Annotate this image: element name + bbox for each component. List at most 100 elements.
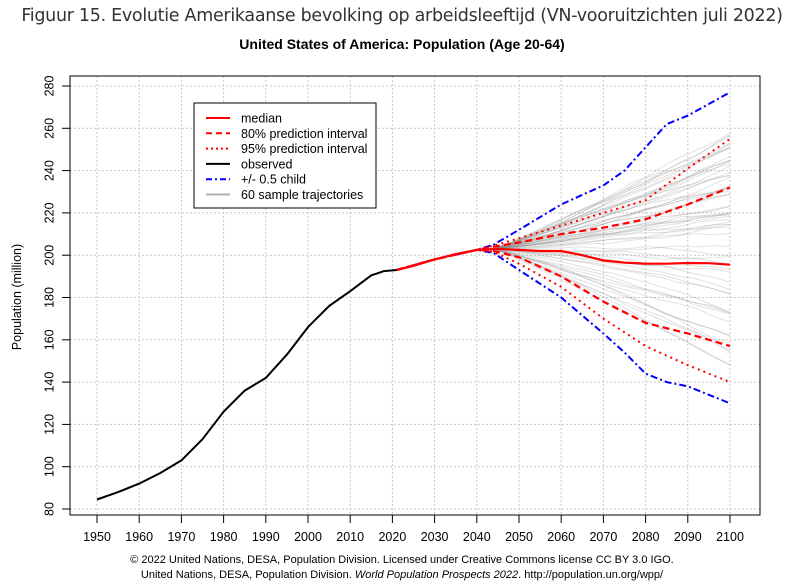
sample-trajectory — [493, 174, 731, 250]
series-observed — [96, 269, 397, 501]
x-tick-label: 2020 — [378, 530, 406, 544]
sample-trajectory — [493, 248, 731, 296]
y-tick-label: 180 — [42, 287, 56, 308]
sample-trajectory — [493, 224, 731, 250]
sample-trajectory — [493, 248, 731, 291]
legend-label: 60 sample trajectories — [241, 188, 363, 202]
y-tick-label: 100 — [42, 456, 56, 477]
y-axis-label: Population (million) — [10, 244, 24, 350]
sample-trajectory — [493, 186, 731, 250]
sample-trajectory — [493, 163, 731, 250]
y-tick-label: 80 — [42, 502, 56, 516]
y-tick-label: 280 — [42, 76, 56, 97]
x-tick-label: 2080 — [632, 530, 660, 544]
credits-line-2: United Nations, DESA, Population Divisio… — [0, 569, 804, 581]
figure-title: Figuur 15. Evolutie Amerikaanse bevolkin… — [21, 6, 783, 26]
sample-trajectory — [493, 248, 731, 366]
sample-trajectory — [493, 221, 731, 250]
sample-trajectory — [493, 142, 731, 250]
sample-trajectories — [493, 132, 731, 366]
series-lines — [96, 91, 731, 501]
x-tick-label: 1990 — [252, 530, 280, 544]
sample-trajectory — [493, 212, 731, 250]
credits-publication: World Population Prospects 2022 — [354, 569, 519, 581]
sample-trajectory — [493, 215, 731, 250]
sample-trajectory — [493, 248, 731, 315]
x-tick-label: 1970 — [167, 530, 195, 544]
sample-trajectory — [493, 248, 731, 352]
y-tick-label: 220 — [42, 202, 56, 223]
sample-trajectory — [493, 248, 731, 366]
sample-trajectory — [493, 160, 731, 250]
sample-trajectory — [493, 248, 731, 353]
credits-suffix: . http://population.un.org/wpp/ — [518, 569, 664, 581]
x-tick-label: 2090 — [674, 530, 702, 544]
sample-trajectory — [493, 205, 731, 250]
sample-trajectory — [493, 248, 731, 283]
y-tick-label: 160 — [42, 329, 56, 350]
y-tick-label: 200 — [42, 245, 56, 266]
sample-trajectory — [493, 155, 731, 250]
sample-trajectory — [493, 248, 731, 337]
x-tick-label: 2050 — [505, 530, 533, 544]
sample-trajectory — [493, 248, 731, 313]
sample-trajectory — [493, 248, 731, 323]
sample-trajectory — [493, 174, 731, 250]
legend-label: 80% prediction interval — [241, 127, 367, 141]
sample-trajectory — [493, 146, 731, 250]
sample-trajectory — [493, 185, 731, 250]
x-tick-label: 2010 — [336, 530, 364, 544]
x-tick-label: 2040 — [463, 530, 491, 544]
series-median — [396, 247, 731, 272]
sample-trajectory — [493, 146, 731, 250]
sample-trajectory — [493, 248, 731, 314]
series--0-5-child — [396, 248, 731, 405]
sample-trajectory — [493, 187, 731, 250]
sample-trajectory — [493, 248, 731, 294]
sample-trajectory — [493, 143, 731, 250]
sample-trajectory — [493, 132, 731, 250]
sample-trajectory — [493, 248, 731, 336]
x-tick-label: 1980 — [210, 530, 238, 544]
chart-title: United States of America: Population (Ag… — [239, 36, 565, 52]
y-axis: 80 100 120 140 160 180 200 220 240 260 280 — [42, 76, 70, 516]
legend-label: 95% prediction interval — [241, 142, 367, 156]
y-tick-label: 240 — [42, 160, 56, 181]
x-tick-label: 1950 — [83, 530, 111, 544]
sample-trajectory — [493, 233, 731, 250]
sample-trajectory — [493, 186, 731, 250]
x-tick-label: 2100 — [716, 530, 744, 544]
sample-trajectory — [493, 134, 731, 250]
sample-trajectory — [493, 248, 731, 314]
legend-label: +/- 0.5 child — [241, 173, 306, 187]
x-tick-label: 2070 — [589, 530, 617, 544]
sample-trajectory — [493, 205, 731, 250]
sample-trajectory — [493, 171, 731, 250]
x-tick-label: 1960 — [125, 530, 153, 544]
sample-trajectory — [493, 147, 731, 250]
sample-trajectory — [493, 160, 731, 250]
credits-line-1: © 2022 United Nations, DESA, Population … — [130, 554, 674, 566]
x-tick-label: 2000 — [294, 530, 322, 544]
sample-trajectory — [493, 248, 731, 344]
sample-trajectory — [493, 212, 731, 250]
legend-label: observed — [241, 157, 292, 171]
x-tick-label: 2030 — [421, 530, 449, 544]
sample-trajectory — [493, 135, 731, 250]
y-tick-label: 120 — [42, 414, 56, 435]
sample-trajectory — [493, 213, 731, 250]
sample-trajectory — [493, 219, 731, 250]
legend-label: median — [241, 112, 282, 126]
y-tick-label: 260 — [42, 118, 56, 139]
sample-trajectory — [493, 159, 731, 250]
x-tick-label: 2060 — [547, 530, 575, 544]
plot-frame — [69, 75, 761, 516]
sample-trajectory — [493, 246, 731, 256]
x-axis: 1950 1960 1970 1980 1990 2000 2010 2020 2030 2040… — [83, 515, 744, 544]
y-tick-label: 140 — [42, 372, 56, 393]
legend-box — [193, 102, 377, 209]
sample-trajectory — [493, 223, 731, 250]
sample-trajectory — [493, 226, 731, 250]
